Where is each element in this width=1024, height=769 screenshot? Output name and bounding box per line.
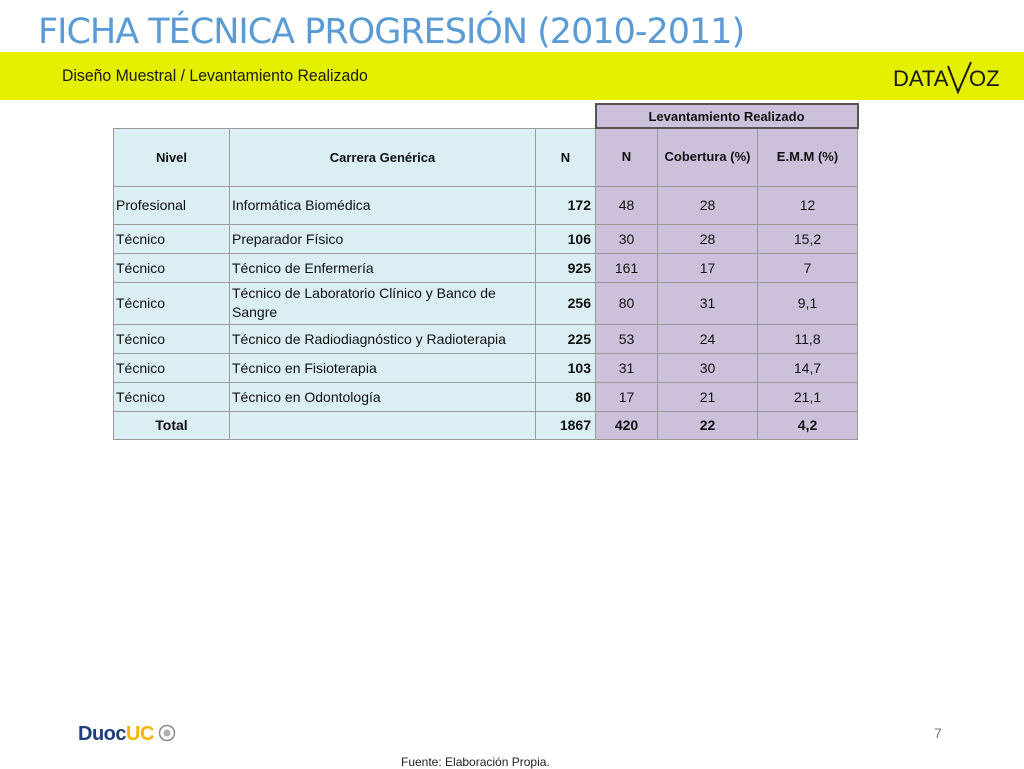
column-header-n-real: N (595, 127, 658, 187)
page-number: 7 (934, 725, 942, 741)
cell-emm: 9,1 (757, 281, 858, 325)
cell-n-real: 161 (595, 252, 658, 283)
datavoz-logo: DATA OZ (893, 61, 1000, 95)
cell-emm: 11,8 (757, 323, 858, 354)
cell-carrera: Preparador Físico (229, 223, 536, 254)
duocuc-logo: DuocUC (78, 723, 186, 753)
cell-nivel: Técnico (113, 352, 230, 383)
cell-emm: 15,2 (757, 223, 858, 254)
column-header-nivel: Nivel (113, 127, 230, 187)
cell-n: 225 (535, 323, 596, 354)
cell-total-emm: 4,2 (757, 410, 858, 440)
cell-n: 106 (535, 223, 596, 254)
table-row: Profesional Informática Biomédica 172 48… (113, 185, 858, 225)
cell-carrera: Informática Biomédica (229, 185, 536, 225)
uc-brand-text: UC (126, 723, 154, 745)
cell-cobertura: 21 (657, 381, 758, 412)
cell-n: 103 (535, 352, 596, 383)
sample-design-table: Levantamiento Realizado Nivel Carrera Ge… (113, 103, 859, 440)
cell-nivel: Técnico (113, 381, 230, 412)
column-header-n-design: N (535, 127, 596, 187)
cell-emm: 12 (757, 185, 858, 225)
cell-carrera: Técnico en Fisioterapia (229, 352, 536, 383)
cell-cobertura: 24 (657, 323, 758, 354)
cell-n-real: 80 (595, 281, 658, 325)
cell-total-n-real: 420 (595, 410, 658, 440)
cell-emm: 14,7 (757, 352, 858, 383)
table-row: Técnico Técnico de Radiodiagnóstico y Ra… (113, 323, 858, 354)
source-note: Fuente: Elaboración Propia. (401, 755, 550, 769)
duoc-brand-text: Duoc (78, 723, 127, 745)
table-row: Técnico Técnico en Fisioterapia 103 31 3… (113, 352, 858, 383)
slide-title: FICHA TÉCNICA PROGRESIÓN (2010-2011) (38, 12, 745, 52)
cell-nivel: Técnico (113, 252, 230, 283)
cell-total-carrera (229, 410, 536, 440)
cell-n: 172 (535, 185, 596, 225)
cell-cobertura: 31 (657, 281, 758, 325)
cell-n-real: 53 (595, 323, 658, 354)
cell-cobertura: 28 (657, 185, 758, 225)
group-header-levantamiento: Levantamiento Realizado (594, 103, 859, 129)
cell-n-real: 48 (595, 185, 658, 225)
cell-carrera: Técnico en Odontología (229, 381, 536, 412)
cell-nivel: Técnico (113, 323, 230, 354)
cell-cobertura: 17 (657, 252, 758, 283)
cell-n-real: 31 (595, 352, 658, 383)
cell-n: 256 (535, 281, 596, 325)
table-row: Técnico Preparador Físico 106 30 28 15,2 (113, 223, 858, 254)
cell-n-real: 17 (595, 381, 658, 412)
cell-nivel: Técnico (113, 281, 230, 325)
subtitle-band (0, 52, 1024, 100)
cell-cobertura: 30 (657, 352, 758, 383)
cell-carrera: Técnico de Radiodiagnóstico y Radioterap… (229, 323, 536, 354)
cell-total-label: Total (113, 410, 230, 440)
table-row: Técnico Técnico en Odontología 80 17 21 … (113, 381, 858, 412)
table-total-row: Total 1867 420 22 4,2 (113, 410, 858, 440)
cell-carrera: Técnico de Enfermería (229, 252, 536, 283)
column-header-cobertura: Cobertura (%) (657, 127, 758, 187)
svg-text:DATA: DATA (893, 66, 949, 91)
cell-total-cobertura: 22 (657, 410, 758, 440)
cell-emm: 21,1 (757, 381, 858, 412)
cell-n: 80 (535, 381, 596, 412)
cell-n: 925 (535, 252, 596, 283)
cell-total-n: 1867 (535, 410, 596, 440)
seal-icon (159, 724, 176, 742)
cell-nivel: Profesional (113, 185, 230, 225)
cell-nivel: Técnico (113, 223, 230, 254)
cell-cobertura: 28 (657, 223, 758, 254)
cell-n-real: 30 (595, 223, 658, 254)
cell-carrera: Técnico de Laboratorio Clínico y Banco d… (229, 281, 536, 325)
column-header-carrera: Carrera Genérica (229, 127, 536, 187)
column-header-emm: E.M.M (%) (757, 127, 858, 187)
cell-emm: 7 (757, 252, 858, 283)
table-row: Técnico Técnico de Enfermería 925 161 17… (113, 252, 858, 283)
sample-design-table-container: Levantamiento Realizado Nivel Carrera Ge… (113, 103, 859, 440)
table-row: Técnico Técnico de Laboratorio Clínico y… (113, 281, 858, 325)
slide-subtitle: Diseño Muestral / Levantamiento Realizad… (62, 66, 368, 85)
svg-text:OZ: OZ (969, 66, 1000, 91)
